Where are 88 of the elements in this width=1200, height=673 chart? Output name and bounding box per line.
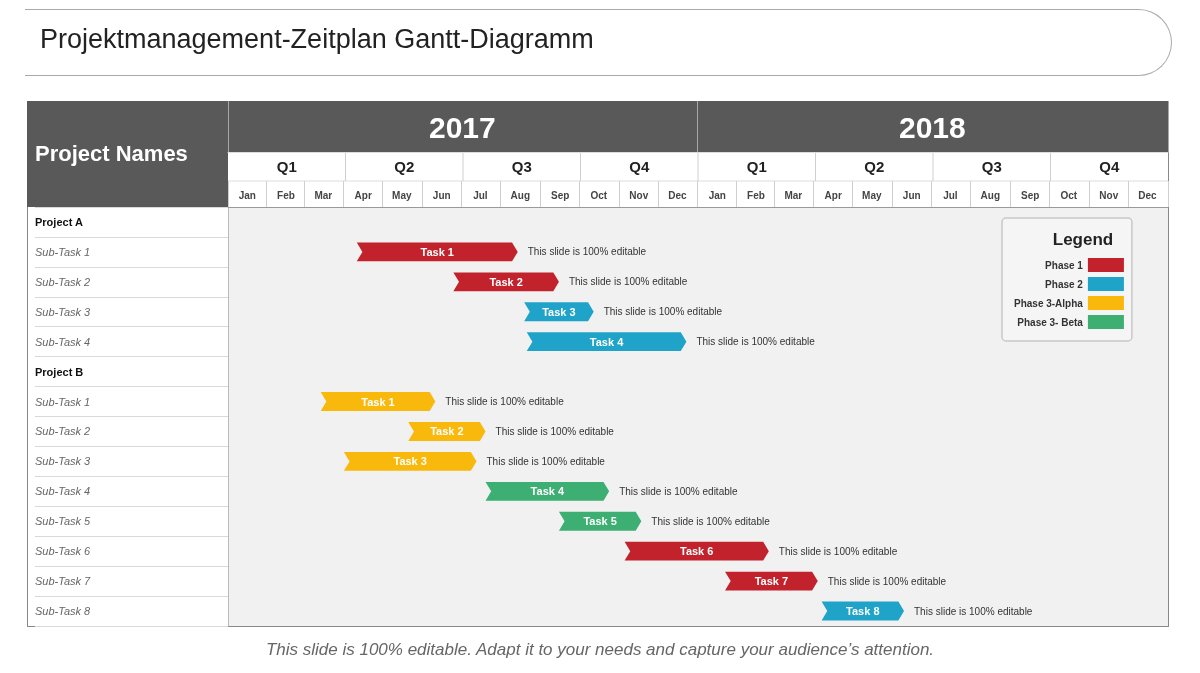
- x-tick-label: Sep: [551, 189, 570, 201]
- x-tick-label: Nov: [629, 189, 649, 201]
- y-tick-label: Sub-Task 2: [35, 275, 91, 288]
- bar: [343, 451, 477, 471]
- x2-tick-label: 2017: [428, 110, 496, 144]
- x-tick-label: Feb: [277, 189, 295, 201]
- x-tick-label: Dec: [668, 189, 687, 201]
- x2-tick-label: 2018: [898, 110, 966, 144]
- x-tick-label: Jun: [902, 189, 921, 201]
- x-tick-label: Dec: [1138, 189, 1157, 201]
- y-tick-label: Sub-Task 3: [35, 455, 92, 468]
- data-label: Task 2: [489, 275, 523, 288]
- x-tick-label: Apr: [354, 189, 372, 201]
- data-label: Task 2: [430, 425, 464, 438]
- chart-title: Projektmanagement-Zeitplan Gantt-Diagramm: [40, 24, 594, 55]
- x-tick-label: May: [392, 189, 412, 201]
- y-axis-title: Project Names: [35, 141, 188, 167]
- bar: [320, 392, 436, 411]
- y-tick-label: Sub-Task 4: [35, 335, 91, 348]
- y-tick-label: Sub-Task 4: [35, 485, 91, 498]
- annotation: This slide is 100% editable: [568, 276, 688, 288]
- y-tick-label: Sub-Task 1: [35, 395, 91, 408]
- bar: [624, 541, 769, 561]
- data-label: Task 4: [530, 485, 565, 498]
- x-tick-label: Aug: [980, 189, 1001, 201]
- bar: [453, 272, 559, 292]
- legend-title: Legend: [1052, 230, 1114, 249]
- annotation: This slide is 100% editable: [827, 575, 947, 587]
- annotation: This slide is 100% editable: [696, 336, 816, 348]
- x-tick-label: May: [862, 189, 882, 201]
- data-label: Task 7: [754, 575, 789, 588]
- text: This slide is 100% editable. Adapt it to your needs and capture your audience’s attention.: [264, 640, 936, 660]
- y-tick-label: Sub-Task 6: [35, 545, 92, 558]
- text: Q3: [981, 158, 1002, 175]
- x-tick-label: Jan: [238, 189, 256, 201]
- x-tick-label: Mar: [314, 189, 333, 201]
- x-tick-label: Feb: [747, 189, 765, 201]
- annotation: This slide is 100% editable: [778, 545, 898, 557]
- x-tick-label: Mar: [784, 189, 803, 201]
- x-tick-label: Oct: [1060, 189, 1078, 201]
- data-label: Task 3: [542, 305, 576, 318]
- bar: [485, 481, 610, 501]
- y-tick-label: Sub-Task 2: [35, 425, 91, 438]
- y-tick-label: Project A: [35, 215, 83, 228]
- y-tick-label: Sub-Task 5: [35, 515, 92, 528]
- x-tick-label: Sep: [1021, 189, 1040, 201]
- x-tick-label: Jul: [473, 189, 488, 201]
- y-tick-label: Sub-Task 8: [35, 605, 92, 618]
- legend-label: Phase 1: [1045, 259, 1084, 271]
- annotation: This slide is 100% editable: [619, 485, 738, 497]
- data-label: Task 1: [361, 395, 395, 408]
- x-tick-label: Jul: [943, 189, 958, 201]
- annotation: This slide is 100% editable: [651, 515, 771, 527]
- text: Q1: [276, 158, 297, 175]
- y-tick-label: Sub-Task 1: [35, 245, 91, 258]
- annotation: This slide is 100% editable: [486, 455, 606, 467]
- data-label: Task 4: [589, 335, 625, 348]
- data-label: Task 8: [846, 605, 880, 618]
- x-tick-label: Oct: [590, 189, 608, 201]
- text: Q1: [746, 158, 767, 175]
- y-tick-label: Sub-Task 3: [35, 305, 92, 318]
- annotation: This slide is 100% editable: [914, 605, 1033, 617]
- annotation: This slide is 100% editable: [445, 396, 565, 408]
- annotation: This slide is 100% editable: [527, 246, 647, 258]
- x-tick-label: Nov: [1099, 189, 1119, 201]
- bar: [526, 332, 687, 352]
- y-tick-label: Project B: [35, 365, 84, 378]
- annotation: This slide is 100% editable: [495, 425, 615, 437]
- data-label: Task 1: [420, 245, 454, 258]
- data-label: Task 5: [583, 515, 617, 528]
- annotation: This slide is 100% editable: [603, 306, 723, 318]
- x-tick-label: Apr: [824, 189, 842, 201]
- x-tick-label: Jun: [432, 189, 451, 201]
- text: Q4: [629, 158, 650, 175]
- legend-label: Phase 3-Alpha: [1013, 297, 1084, 309]
- legend-label: Phase 2: [1045, 278, 1084, 290]
- data-label: Task 6: [679, 545, 714, 558]
- legend-label: Phase 3- Beta: [1017, 316, 1084, 328]
- bar: [725, 571, 818, 591]
- y-tick-label: Sub-Task 7: [35, 575, 92, 588]
- bar: [356, 242, 518, 262]
- text: Q4: [1099, 158, 1120, 175]
- text: Q2: [394, 158, 415, 175]
- data-label: Task 3: [393, 455, 427, 468]
- x-tick-label: Aug: [510, 189, 531, 201]
- text: Q3: [511, 158, 532, 175]
- text: Q2: [864, 158, 885, 175]
- x-tick-label: Jan: [708, 189, 726, 201]
